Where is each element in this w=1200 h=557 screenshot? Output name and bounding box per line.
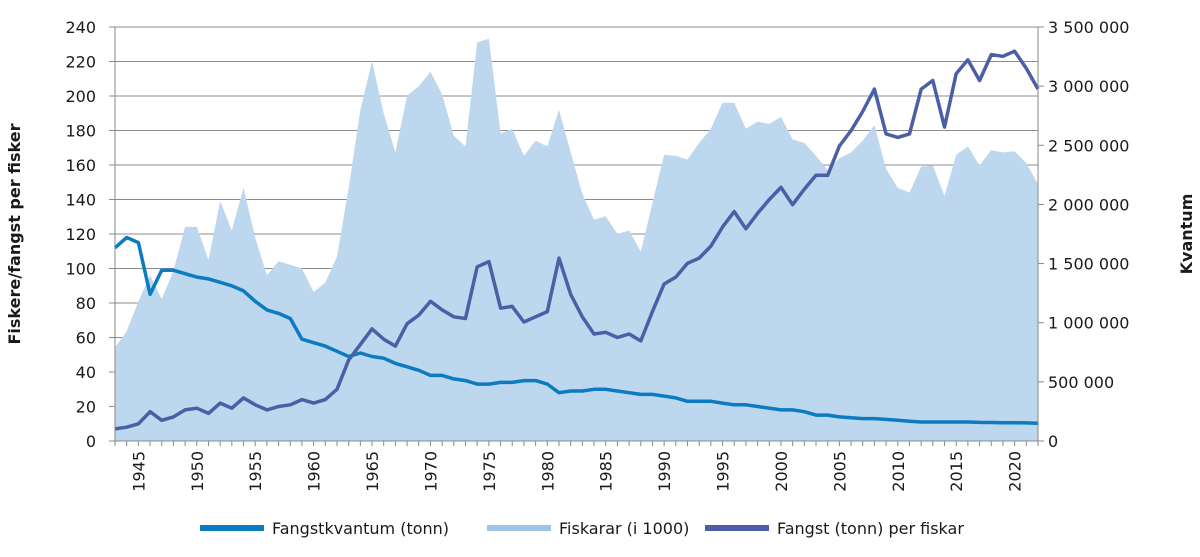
y-tick-label-right: 2 500 000 xyxy=(1048,136,1129,155)
x-tick-label: 1970 xyxy=(421,451,440,492)
y-tick-label-left: 120 xyxy=(65,225,96,244)
y-tick-label-left: 240 xyxy=(65,18,96,37)
line-series xyxy=(113,49,1040,431)
x-tick-label: 1950 xyxy=(188,451,207,492)
y-tick-label-left: 40 xyxy=(76,363,96,382)
legend-label: Fangst (tonn) per fiskar xyxy=(777,519,964,538)
axes: 0 20 40 60 80 100 120 140 160 180 200 220 240 0 500 00… xyxy=(65,18,1129,492)
x-tick-label: 1985 xyxy=(597,451,616,492)
y-tick-label-left: 20 xyxy=(76,398,96,417)
x-tick-label: 2015 xyxy=(947,451,966,492)
x-tick-label: 2010 xyxy=(889,451,908,492)
y-tick-label-left: 180 xyxy=(65,122,96,141)
x-tick-label: 1990 xyxy=(655,451,674,492)
x-tick-label: 1945 xyxy=(129,451,148,492)
legend-label: Fiskarar (i 1000) xyxy=(559,519,689,538)
y-tick-label-right: 2 000 000 xyxy=(1048,195,1129,214)
y-tick-label-left: 220 xyxy=(65,53,96,72)
y-tick-label-left: 200 xyxy=(65,87,96,106)
y-axis-right-title: Kvantum xyxy=(1177,194,1196,275)
y-tick-label-right: 1 000 000 xyxy=(1048,314,1129,333)
x-tick-label: 1960 xyxy=(305,451,324,492)
line-fangstkvantum xyxy=(113,235,1039,425)
x-tick-label: 2000 xyxy=(772,451,791,492)
x-tick-label: 1955 xyxy=(246,451,265,492)
legend-label: Fangstkvantum (tonn) xyxy=(272,519,449,538)
y-tick-label-left: 60 xyxy=(76,329,96,348)
y-tick-label-right: 3 000 000 xyxy=(1048,77,1129,96)
x-tick-label: 1965 xyxy=(363,451,382,492)
y-tick-label-left: 140 xyxy=(65,191,96,210)
line-fangst-per-fiskar xyxy=(114,49,1040,431)
area-series xyxy=(115,38,1038,442)
y-tick-label-right: 3 500 000 xyxy=(1048,18,1129,37)
x-tick-label: 1995 xyxy=(714,451,733,492)
y-tick-label-right: 500 000 xyxy=(1048,373,1114,392)
x-tick-label: 1975 xyxy=(480,451,499,492)
x-tick-label: 1980 xyxy=(538,451,557,492)
x-tick-label: 2005 xyxy=(830,451,849,492)
legend: Fangstkvantum (tonn) Fiskarar (i 1000) Fan… xyxy=(200,519,964,538)
area-fiskarar xyxy=(115,38,1038,442)
y-tick-label-right: 0 xyxy=(1048,432,1058,451)
y-tick-label-left: 100 xyxy=(65,260,96,279)
y-tick-label-left: 80 xyxy=(76,294,96,313)
y-tick-label-left: 0 xyxy=(86,432,96,451)
x-tick-label: 2020 xyxy=(1006,451,1025,492)
y-axis-left-title: Fiskere/fangst per fisker xyxy=(5,123,24,344)
y-tick-label-left: 160 xyxy=(65,156,96,175)
y-tick-label-right: 1 500 000 xyxy=(1048,255,1129,274)
